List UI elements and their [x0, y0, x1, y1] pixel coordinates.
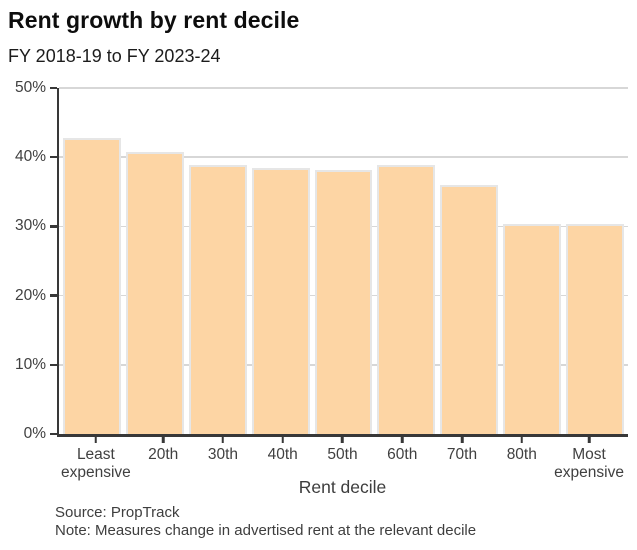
x-tick-mark	[460, 437, 464, 443]
gridline-40	[59, 156, 628, 158]
x-tick-mark	[341, 437, 344, 443]
y-tick-mark-50	[50, 86, 57, 90]
y-axis-tick-label-10: 10%	[14, 355, 46, 373]
y-tick-mark-20	[50, 294, 57, 297]
y-tick-mark-0	[50, 432, 57, 436]
x-tick-mark	[221, 437, 225, 443]
y-tick-mark-10	[50, 363, 57, 367]
bars-container	[59, 88, 628, 434]
y-axis-tick-label-20: 20%	[14, 286, 46, 304]
x-axis-label-70th: 70th	[435, 437, 490, 482]
x-axis-labels: Least expensive 20th 30th 40th 50th 60th 70th 8…	[57, 437, 628, 482]
method-note: Note: Measures change in advertised rent…	[55, 521, 477, 539]
x-tick-mark	[161, 437, 165, 443]
y-tick-mark-30	[50, 225, 57, 228]
x-tick-mark	[520, 437, 524, 443]
x-axis-label-20th: 20th	[136, 437, 191, 482]
bar-60th	[377, 164, 436, 434]
x-axis-label-40th: 40th	[255, 437, 310, 482]
chart-footer: Source: PropTrack Note: Measures change …	[55, 504, 476, 539]
x-axis-label-60th: 60th	[375, 437, 430, 482]
source-note: Source: PropTrack	[55, 504, 180, 521]
bar-most-expensive	[566, 223, 625, 434]
y-axis-tick-label-40: 40%	[14, 148, 46, 166]
bar-70th	[440, 184, 499, 434]
bar-50th	[314, 169, 373, 434]
plot-area: 0% 10% 20% 30% 40% 50%	[15, 79, 628, 442]
y-tick-mark-40	[50, 155, 57, 159]
x-axis-label-least-expensive: Least expensive	[61, 437, 131, 482]
x-axis-label-80th: 80th	[494, 437, 549, 482]
x-axis-label-50th: 50th	[315, 437, 370, 482]
x-axis-label-30th: 30th	[196, 437, 251, 482]
bar-80th	[503, 223, 562, 434]
chart-subtitle: FY 2018-19 to FY 2023-24	[8, 46, 221, 66]
x-tick-mark	[281, 437, 284, 443]
gridline-50	[59, 87, 628, 89]
y-axis-tick-label-0: 0%	[23, 425, 46, 442]
x-tick-mark	[587, 437, 591, 443]
x-axis-label-most-expensive: Most expensive	[554, 437, 624, 482]
x-tick-mark	[400, 437, 404, 443]
x-axis-title: Rent decile	[298, 477, 387, 497]
bar-20th	[125, 152, 184, 434]
y-axis-tick-label-50: 50%	[14, 79, 46, 96]
bar-40th	[251, 168, 310, 434]
bar-least-expensive	[63, 137, 121, 434]
y-axis-tick-label-30: 30%	[14, 217, 46, 235]
x-tick-mark	[94, 437, 98, 443]
chart-title: Rent growth by rent decile	[8, 7, 300, 33]
bar-30th	[188, 164, 247, 434]
